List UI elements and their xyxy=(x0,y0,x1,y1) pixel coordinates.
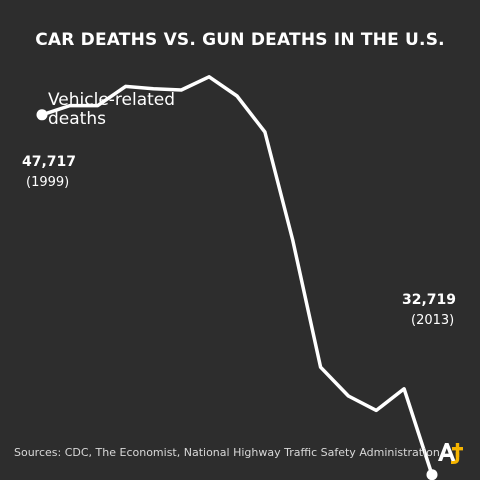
aj-plus-logo xyxy=(438,443,463,464)
series-layer xyxy=(36,75,438,480)
series-line-vehicle-deaths xyxy=(40,75,434,477)
start-year-label: (1999) xyxy=(26,175,69,190)
end-year-label: (2013) xyxy=(411,313,454,328)
start-value-label: 47,717 xyxy=(22,154,76,170)
series-label-line-2: deaths xyxy=(48,109,106,129)
end-point-marker xyxy=(426,469,438,480)
start-point-marker xyxy=(36,109,48,121)
sources-note: Sources: CDC, The Economist, National Hi… xyxy=(14,446,440,459)
series-label-line-1: Vehicle-related xyxy=(48,90,175,110)
end-value-label: 32,719 xyxy=(402,292,456,308)
chart-title: CAR DEATHS VS. GUN DEATHS IN THE U.S. xyxy=(35,30,445,50)
